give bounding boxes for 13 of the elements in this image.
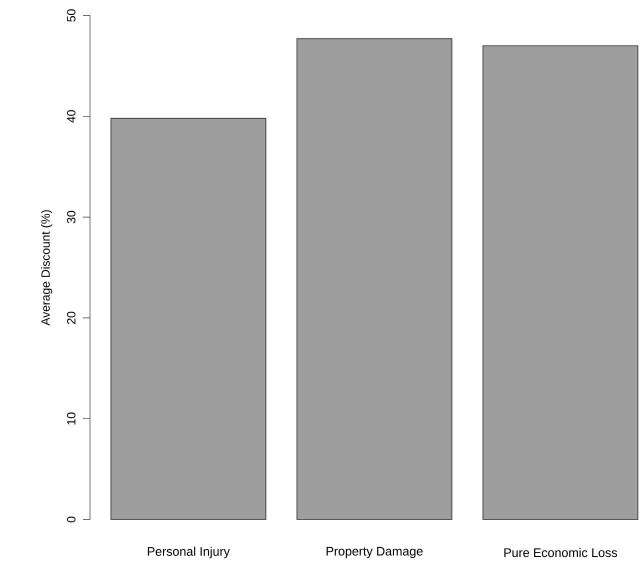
y-tick-label: 50 (67, 9, 76, 22)
bar (110, 118, 266, 520)
x-tick-label: Pure Economic Loss (504, 548, 618, 558)
x-tick-label: Property Damage (326, 546, 423, 558)
y-tick-label: 20 (67, 312, 76, 324)
x-tick-label: Personal Injury (148, 546, 230, 558)
y-tick-label: 30 (67, 210, 76, 224)
y-tick-label: 10 (67, 412, 76, 424)
y-tick-label: 0 (67, 516, 76, 522)
bar (482, 45, 638, 520)
y-axis-title: Average Discount (%) (41, 210, 52, 326)
y-tick-label: 40 (67, 110, 76, 123)
bar (296, 38, 452, 520)
